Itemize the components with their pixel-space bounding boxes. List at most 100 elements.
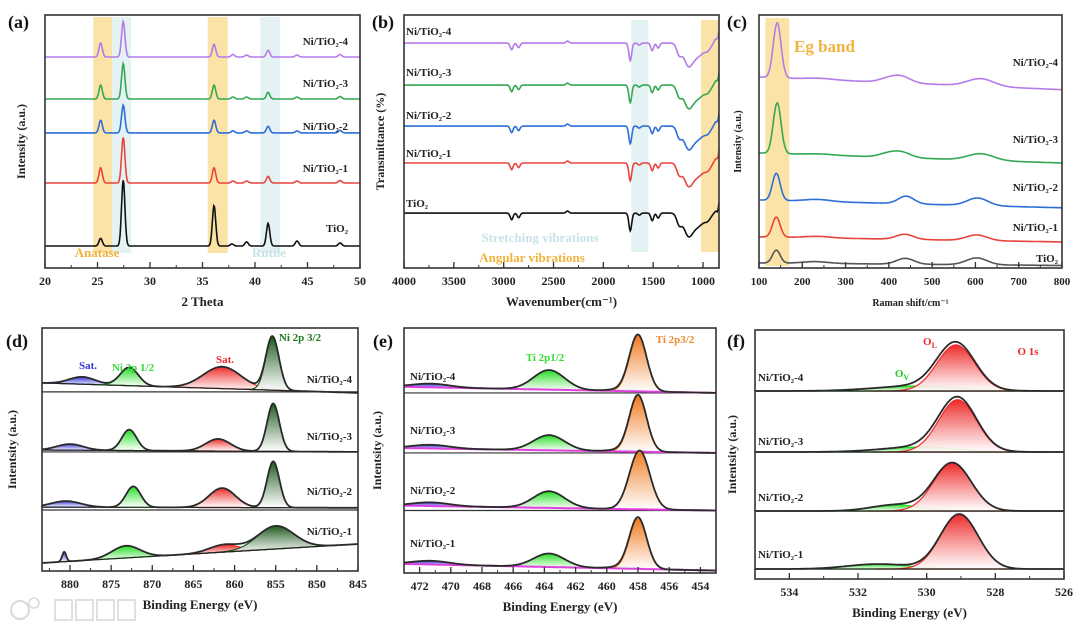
- trace-ni-tio-2-envelope: [42, 460, 358, 509]
- y-axis-label: Intentsity (a.u.): [370, 411, 384, 490]
- annotation-label: Anatase: [75, 245, 120, 260]
- plot-area: [759, 18, 1062, 267]
- watermark-glyph: [75, 599, 94, 621]
- x-tick-label: 460: [598, 579, 616, 593]
- background-baseline: [42, 543, 358, 564]
- trace-ni-tio-2-envelope: [755, 461, 1064, 512]
- x-tick-label: 35: [197, 274, 209, 288]
- plot-area: [755, 340, 1064, 570]
- plot-area: [404, 333, 716, 572]
- x-tick-label: 530: [918, 585, 936, 599]
- trace-ni-tio-4: [404, 29, 719, 68]
- fit-component-peak: [100, 485, 167, 508]
- series-label: TiO₂: [1036, 253, 1059, 265]
- fit-component-peak: [599, 518, 677, 571]
- highlight-band: [260, 17, 281, 253]
- annotation-label: OV: [895, 368, 910, 382]
- panel-c: Ni/TiO₂-4 Ni/TiO₂-3 Ni/TiO₂-2 Ni/TiO₂-1 TiO₂…: [727, 12, 1071, 309]
- annotation-label: Angular vibrations: [479, 250, 585, 265]
- y-axis-label: Intentsity (a.u.): [5, 410, 19, 489]
- x-tick-label: 472: [411, 579, 429, 593]
- panel-e: Ni/TiO₂-4 Ni/TiO₂-3 Ni/TiO₂-2 Ni/TiO₂-1 Ti 2…: [370, 327, 717, 614]
- x-tick-label: 2000: [591, 274, 615, 288]
- trace-ni-tio-3: [759, 101, 1062, 164]
- trace-ni-tio-1-envelope: [42, 524, 358, 564]
- x-tick-label: 25: [92, 274, 104, 288]
- trace-ni-tio-4-envelope: [42, 335, 358, 394]
- series-label: TiO₂: [326, 223, 349, 235]
- annotation-label: Rutile: [252, 245, 286, 260]
- highlight-band: [765, 18, 790, 266]
- series-label: Ni/TiO₂-4: [406, 26, 452, 38]
- series-label: Ni/TiO₂-2: [303, 121, 349, 133]
- watermark-glyph: [96, 599, 115, 621]
- x-tick-label: 528: [986, 585, 1004, 599]
- series-label: Ni/TiO₂-2: [410, 485, 456, 497]
- fit-component-peak: [245, 402, 301, 453]
- watermark-logo: [10, 597, 136, 621]
- fit-component-peak: [245, 460, 301, 509]
- panel-b: Ni/TiO₂-4 Ni/TiO₂-3 Ni/TiO₂-2 Ni/TiO₂-1 TiO₂…: [372, 12, 720, 309]
- watermark-circle-icon: [10, 600, 30, 620]
- x-tick-label: 400: [881, 276, 898, 288]
- x-axis-label: Raman shift/cm⁻¹: [872, 298, 948, 309]
- annotation-label: Ni 2p 1/2: [112, 362, 155, 374]
- x-tick-label: 3500: [442, 274, 466, 288]
- series-label: Ni/TiO₂-3: [1013, 134, 1059, 146]
- x-axis-label: Binding Energy (eV): [852, 605, 967, 620]
- panel-f: Ni/TiO₂-4Ni/TiO₂-3Ni/TiO₂-2Ni/TiO₂-1OLO …: [725, 329, 1073, 620]
- x-axis-label: 2 Theta: [181, 294, 224, 309]
- fit-component-peak: [63, 545, 189, 563]
- x-tick-label: 464: [535, 579, 553, 593]
- series-label: Ni/TiO₂-4: [410, 371, 456, 383]
- highlight-band: [207, 17, 228, 253]
- trace-ni-tio-1-envelope: [404, 516, 716, 572]
- trace-ni-tio-3-envelope: [755, 395, 1064, 453]
- panel-d: Ni/TiO₂-4 Ni/TiO₂-3 Ni/TiO₂-2 Ni/TiO₂-1 Sat.…: [5, 327, 367, 612]
- trace-ni-tio-1: [404, 149, 719, 188]
- panel-label: (d): [6, 331, 28, 352]
- trace-ni-tio-4: [759, 21, 1062, 91]
- background-baseline: [404, 504, 716, 512]
- trace-ni-tio-2: [45, 102, 360, 134]
- x-tick-label: 456: [660, 579, 678, 593]
- series-label: TiO₂: [406, 198, 429, 210]
- x-tick-label: 466: [504, 579, 522, 593]
- series-label: Ni/TiO₂-1: [406, 148, 451, 160]
- annotation-label: Sat.: [216, 354, 234, 366]
- panel-label: (a): [8, 12, 29, 33]
- series-label: Ni/TiO₂-1: [758, 549, 803, 561]
- trace-ni-tio-2: [759, 172, 1062, 209]
- x-tick-label: 500: [924, 276, 941, 288]
- trace-ni-tio-3-envelope: [404, 393, 716, 454]
- axes-frame: [403, 14, 720, 269]
- x-tick-label: 1000: [691, 274, 715, 288]
- x-tick-label: 845: [349, 577, 367, 591]
- x-tick-label: 458: [629, 579, 647, 593]
- highlight-band: [701, 20, 719, 252]
- trace-ni-tio-1: [759, 216, 1062, 243]
- x-tick-label: 4000: [392, 274, 416, 288]
- annotation-main: O: [895, 368, 904, 380]
- x-tick-label: 50: [354, 274, 366, 288]
- series-label: Ni/TiO₂-4: [758, 372, 804, 384]
- trace-ni-tio-2-envelope: [404, 449, 716, 512]
- annotation-subscript: V: [903, 373, 909, 382]
- x-tick-label: 3000: [492, 274, 516, 288]
- panel-a: Ni/TiO₂-4 Ni/TiO₂-3 Ni/TiO₂-2 Ni/TiO₂-1 TiO₂…: [8, 12, 366, 309]
- annotation-label: Sat.: [79, 360, 97, 372]
- fit-component-peak: [599, 395, 677, 453]
- x-tick-label: 45: [302, 274, 314, 288]
- series-label: Ni/TiO₂-4: [307, 374, 353, 386]
- highlight-band: [112, 17, 132, 253]
- panel-label: (f): [727, 331, 745, 352]
- trace-tio-: [759, 249, 1062, 267]
- annotation-label: Eg band: [794, 37, 855, 56]
- plot-area: [45, 17, 360, 253]
- x-tick-label: 600: [967, 276, 984, 288]
- trace-ni-tio-3-envelope: [42, 402, 358, 453]
- watermark-glyph: [117, 599, 136, 621]
- x-axis-label: Wavenumber(cm⁻¹): [506, 294, 617, 309]
